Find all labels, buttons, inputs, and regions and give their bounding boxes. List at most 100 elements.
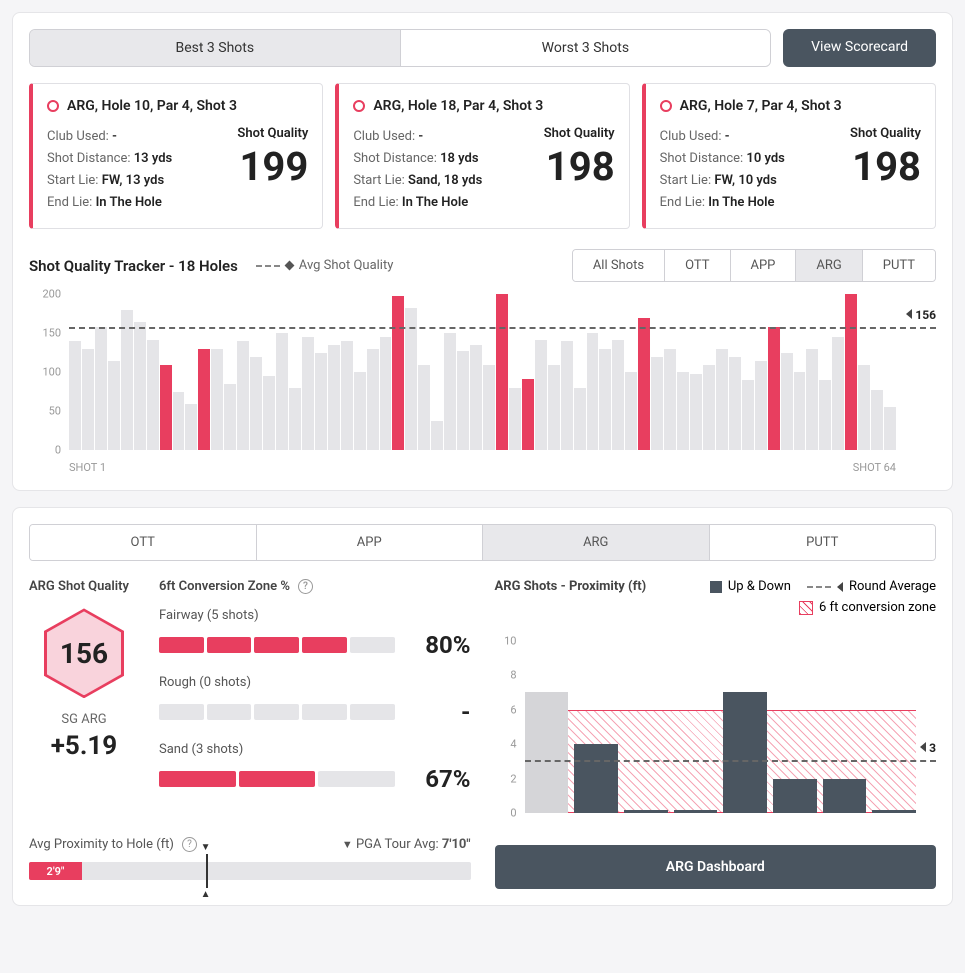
shot-card[interactable]: ARG, Hole 7, Par 4, Shot 3 Club Used: - … [642, 83, 936, 229]
tracker-bar[interactable] [716, 349, 728, 450]
tracker-bar[interactable] [625, 372, 637, 450]
legend-up-down: Up & Down [728, 579, 791, 594]
tracker-tab-putt[interactable]: PUTT [862, 250, 935, 281]
tracker-bar[interactable] [185, 404, 197, 451]
tracker-bar[interactable] [328, 345, 340, 450]
tracker-bar[interactable] [82, 349, 94, 450]
tracker-bar[interactable] [664, 349, 676, 450]
tracker-bar[interactable] [587, 333, 599, 450]
help-icon[interactable]: ? [182, 837, 197, 852]
tracker-bar[interactable] [354, 372, 366, 450]
tracker-bar[interactable] [121, 310, 133, 450]
tracker-bar[interactable] [858, 365, 870, 451]
tracker-bar[interactable] [599, 349, 611, 450]
tracker-bar[interactable] [224, 384, 236, 450]
tracker-bar[interactable] [651, 357, 663, 451]
tracker-bar[interactable] [794, 372, 806, 450]
view-scorecard-button[interactable]: View Scorecard [783, 29, 936, 67]
proximity-bar[interactable] [574, 744, 618, 813]
tracker-bar[interactable] [315, 353, 327, 451]
tracker-bar[interactable] [302, 337, 314, 450]
tracker-bar[interactable] [522, 379, 534, 451]
tracker-bar[interactable] [341, 341, 353, 450]
tracker-bar[interactable] [250, 357, 262, 451]
tracker-bar[interactable] [496, 294, 508, 450]
tracker-bar[interactable] [742, 380, 754, 450]
tracker-tab-ott[interactable]: OTT [664, 250, 729, 281]
legend-conversion-zone: 6 ft conversion zone [819, 600, 936, 615]
tracker-bar[interactable] [444, 333, 456, 450]
tracker-bar[interactable] [832, 337, 844, 450]
tracker-bar[interactable] [276, 333, 288, 450]
category-tab-putt[interactable]: PUTT [709, 525, 936, 560]
tracker-bar[interactable] [95, 327, 107, 450]
tracker-bar[interactable] [237, 341, 249, 450]
tracker-bar[interactable] [781, 353, 793, 451]
tracker-bar[interactable] [367, 349, 379, 450]
tracker-bar[interactable] [392, 296, 404, 450]
tracker-bar[interactable] [768, 327, 780, 450]
arg-dashboard-button[interactable]: ARG Dashboard [495, 845, 937, 889]
tracker-bar[interactable] [147, 340, 159, 451]
tracker-bar[interactable] [729, 357, 741, 451]
tracker-bar[interactable] [431, 421, 443, 451]
category-tab-app[interactable]: APP [256, 525, 483, 560]
tab-best-shots[interactable]: Best 3 Shots [30, 30, 400, 66]
tracker-bar[interactable] [173, 392, 185, 451]
tracker-bar[interactable] [198, 349, 210, 450]
tracker-bar[interactable] [612, 340, 624, 451]
tracker-bar[interactable] [548, 365, 560, 451]
shot-card-title: ARG, Hole 10, Par 4, Shot 3 [47, 98, 308, 114]
tracker-bar[interactable] [509, 388, 521, 450]
tracker-bar[interactable] [871, 390, 883, 451]
tracker-bar[interactable] [380, 337, 392, 450]
help-icon[interactable]: ? [298, 579, 313, 594]
tracker-bar[interactable] [703, 365, 715, 451]
proximity-avg-line [525, 760, 937, 762]
conversion-row: Rough (0 shots) - [159, 675, 471, 726]
tracker-bar[interactable] [806, 349, 818, 450]
tracker-bar[interactable] [677, 372, 689, 450]
tracker-bar[interactable] [289, 388, 301, 450]
slider-track[interactable]: 2'9" [29, 862, 471, 880]
category-tabs: OTTAPPARGPUTT [29, 524, 936, 561]
shot-card[interactable]: ARG, Hole 18, Par 4, Shot 3 Club Used: -… [335, 83, 629, 229]
tracker-tab-app[interactable]: APP [730, 250, 796, 281]
proximity-bar[interactable] [723, 692, 767, 813]
tracker-bar[interactable] [574, 388, 586, 450]
proximity-bar[interactable] [872, 810, 916, 813]
category-tab-arg[interactable]: ARG [482, 525, 709, 560]
proximity-bar[interactable] [525, 692, 569, 813]
proximity-bar[interactable] [773, 779, 817, 814]
conversion-pct: - [411, 698, 471, 726]
proximity-bar[interactable] [823, 779, 867, 814]
tracker-bar[interactable] [535, 340, 547, 451]
tracker-bar[interactable] [845, 294, 857, 450]
tracker-bar[interactable] [457, 351, 469, 451]
tracker-bar[interactable] [561, 341, 573, 450]
proximity-bar[interactable] [674, 810, 718, 813]
category-tab-ott[interactable]: OTT [30, 525, 256, 560]
tracker-bar[interactable] [755, 361, 767, 451]
tracker-bar[interactable] [108, 361, 120, 451]
tracker-bar[interactable] [819, 380, 831, 450]
tracker-tab-arg[interactable]: ARG [795, 250, 861, 281]
tracker-bar[interactable] [418, 365, 430, 451]
tracker-bar[interactable] [690, 374, 702, 450]
tracker-bar[interactable] [638, 318, 650, 451]
slider-fill: 2'9" [29, 862, 82, 880]
tracker-bar[interactable] [884, 407, 896, 450]
tracker-bar[interactable] [160, 365, 172, 451]
segment-bar [159, 637, 395, 653]
tracker-bar[interactable] [134, 322, 146, 451]
tracker-bar[interactable] [470, 345, 482, 450]
proximity-bar[interactable] [624, 810, 668, 813]
tracker-bar[interactable] [211, 349, 223, 450]
tracker-tab-all-shots[interactable]: All Shots [573, 250, 664, 281]
shot-card[interactable]: ARG, Hole 10, Par 4, Shot 3 Club Used: -… [29, 83, 323, 229]
tracker-bar[interactable] [69, 341, 81, 450]
tracker-bar[interactable] [405, 308, 417, 450]
tracker-bar[interactable] [263, 376, 275, 450]
tab-worst-shots[interactable]: Worst 3 Shots [400, 30, 771, 66]
tracker-bar[interactable] [483, 365, 495, 451]
